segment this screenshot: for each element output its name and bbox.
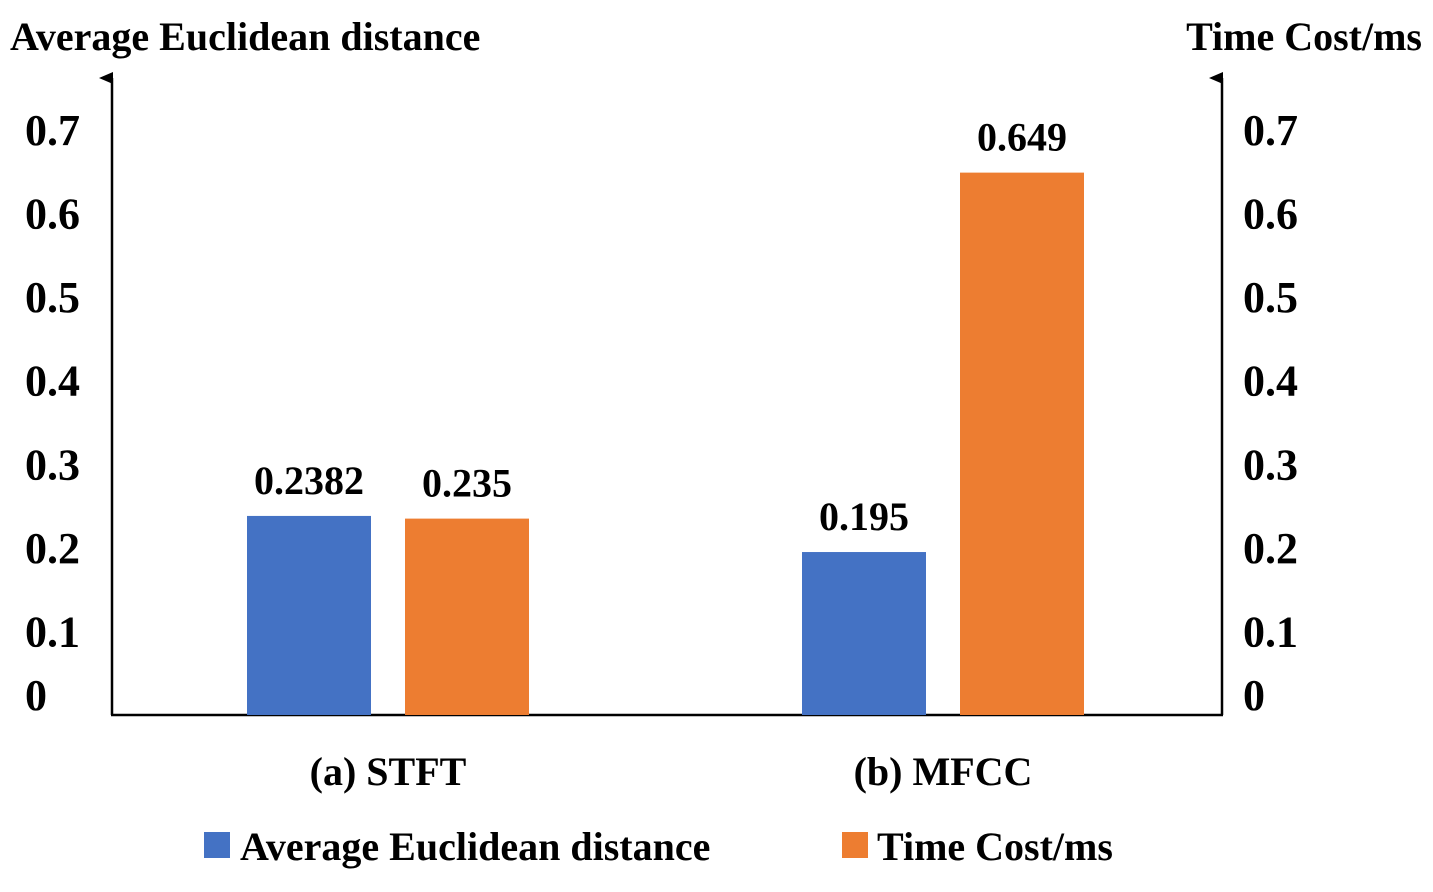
legend-label-time-cost: Time Cost/ms — [877, 824, 1113, 869]
left-tick-label: 0.1 — [25, 607, 80, 656]
right-tick-label: 0.5 — [1243, 273, 1298, 322]
left-tick-label: 0.5 — [25, 273, 80, 322]
category-labels: (a) STFT (b) MFCC — [310, 749, 1033, 794]
bar-time-cost-stft — [405, 518, 529, 715]
bar-value-label: 0.195 — [819, 494, 909, 539]
bars — [247, 172, 1084, 715]
right-tick-label: 0.2 — [1243, 524, 1298, 573]
left-tick-label: 0.3 — [25, 440, 80, 489]
bar-average-euclidean-distance-stft — [247, 515, 371, 715]
right-tick-label: 0.4 — [1243, 357, 1298, 406]
left-tick-label: 0.4 — [25, 357, 80, 406]
left-tick-label: 0 — [25, 671, 47, 720]
bar-average-euclidean-distance-mfcc — [802, 552, 926, 715]
left-tick-labels: 0 0.1 0.2 0.3 0.4 0.5 0.6 0.7 — [25, 106, 80, 720]
legend: Average Euclidean distance Time Cost/ms — [204, 824, 1113, 869]
bar-value-label: 0.2382 — [254, 458, 364, 503]
bar-value-label: 0.235 — [422, 461, 512, 506]
right-axis-title: Time Cost/ms — [1186, 14, 1422, 59]
legend-label-average-euclidean-distance: Average Euclidean distance — [240, 824, 710, 869]
right-tick-label: 0.6 — [1243, 190, 1298, 239]
bar-value-label: 0.649 — [977, 115, 1067, 160]
category-label: (b) MFCC — [854, 749, 1033, 794]
left-tick-label: 0.2 — [25, 524, 80, 573]
left-tick-label: 0.7 — [25, 106, 80, 155]
right-tick-labels: 0 0.1 0.2 0.3 0.4 0.5 0.6 0.7 — [1243, 106, 1298, 720]
legend-swatch-average-euclidean-distance — [204, 832, 230, 858]
bar-value-labels: 0.2382 0.235 0.195 0.649 — [254, 115, 1067, 539]
left-axis-title: Average Euclidean distance — [10, 14, 480, 59]
legend-swatch-time-cost — [842, 832, 868, 858]
category-label: (a) STFT — [310, 749, 467, 794]
right-tick-label: 0.3 — [1243, 440, 1298, 489]
right-tick-label: 0.1 — [1243, 607, 1298, 656]
bar-time-cost-mfcc — [960, 172, 1084, 715]
right-tick-label: 0 — [1243, 671, 1265, 720]
right-tick-label: 0.7 — [1243, 106, 1298, 155]
left-tick-label: 0.6 — [25, 190, 80, 239]
